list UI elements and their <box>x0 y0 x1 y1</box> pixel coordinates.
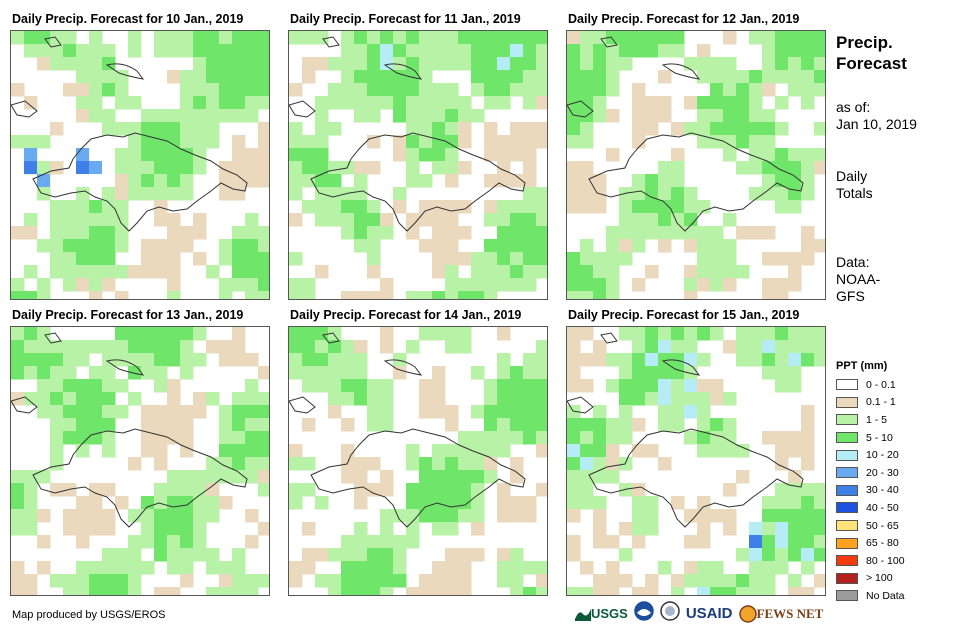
legend-label: 30 - 40 <box>866 484 899 497</box>
fewsnet-logo: FEWS NET <box>738 604 823 623</box>
panel-title-2: Daily Precip. Forecast for 11 Jan., 2019 <box>290 12 521 26</box>
legend-swatch <box>836 590 858 602</box>
legend-label: 0 - 0.1 <box>866 378 896 391</box>
legend-swatch <box>836 502 858 514</box>
legend-swatch <box>836 379 858 391</box>
coastline <box>310 428 526 528</box>
legend-item: 20 - 30 <box>836 464 905 482</box>
legend-swatch <box>836 414 858 426</box>
forecast-map-5 <box>288 326 548 596</box>
asof-block: as of: Jan 10, 2019 <box>836 99 917 132</box>
legend-label: 1 - 5 <box>866 413 888 426</box>
panel-title-1: Daily Precip. Forecast for 10 Jan., 2019 <box>12 12 244 26</box>
legend-swatch <box>836 572 858 584</box>
partner-logos: USGS USAID FEWS NET <box>575 601 823 626</box>
panel-title-6: Daily Precip. Forecast for 15 Jan., 2019 <box>568 308 800 322</box>
panel-title-3: Daily Precip. Forecast for 12 Jan., 2019 <box>568 12 800 26</box>
data-source-block: Data: NOAA- GFS <box>836 254 881 304</box>
legend-item: 80 - 100 <box>836 552 905 570</box>
totals-block: Daily Totals <box>836 168 873 201</box>
forecast-map-2 <box>288 30 548 300</box>
legend-label: > 100 <box>866 572 893 585</box>
precip-grid <box>289 31 547 299</box>
map-credit: Map produced by USGS/EROS <box>12 609 166 621</box>
dos-seal-logo <box>660 601 680 626</box>
legend-item: No Data <box>836 587 905 605</box>
legend-swatch <box>836 467 858 479</box>
legend-label: 10 - 20 <box>866 449 899 462</box>
legend-label: 5 - 10 <box>866 431 893 444</box>
legend-item: 0 - 0.1 <box>836 376 905 394</box>
legend-swatch <box>836 484 858 496</box>
legend-title: PPT (mm) <box>836 360 888 372</box>
coastline <box>588 428 804 528</box>
legend-label: 20 - 30 <box>866 466 899 479</box>
legend-swatch <box>836 555 858 567</box>
legend-swatch <box>836 396 858 408</box>
precip-grid <box>289 327 547 595</box>
coastline <box>310 132 526 232</box>
forecast-map-4 <box>10 326 270 596</box>
precip-grid <box>11 327 269 595</box>
panel-title-4: Daily Precip. Forecast for 13 Jan., 2019 <box>12 308 244 322</box>
noaa-logo <box>634 601 654 626</box>
legend-item: 10 - 20 <box>836 446 905 464</box>
forecast-map-3 <box>566 30 826 300</box>
usaid-logo: USAID <box>685 605 733 622</box>
legend-swatch <box>836 537 858 549</box>
legend-item: > 100 <box>836 570 905 588</box>
sidebar-title: Precip. Forecast <box>836 33 907 73</box>
legend-swatch <box>836 432 858 444</box>
legend-label: 65 - 80 <box>866 537 899 550</box>
ppt-legend: PPT (mm) 0 - 0.1 0.1 - 1 1 - 5 5 - 10 10 - 2… <box>836 360 905 605</box>
precip-grid <box>567 31 825 299</box>
forecast-map-1 <box>10 30 270 300</box>
coastline <box>32 132 248 232</box>
legend-item: 5 - 10 <box>836 429 905 447</box>
precip-grid <box>11 31 269 299</box>
coastline <box>588 132 804 232</box>
legend-swatch <box>836 449 858 461</box>
coastline <box>32 428 248 528</box>
legend-label: 0.1 - 1 <box>866 396 896 409</box>
legend-item: 40 - 50 <box>836 499 905 517</box>
panel-title-5: Daily Precip. Forecast for 14 Jan., 2019 <box>290 308 522 322</box>
legend-swatch <box>836 520 858 532</box>
legend-item: 0.1 - 1 <box>836 394 905 412</box>
legend-label: 50 - 65 <box>866 519 899 532</box>
legend-item: 50 - 65 <box>836 517 905 535</box>
legend-item: 1 - 5 <box>836 411 905 429</box>
precip-grid <box>567 327 825 595</box>
usgs-logo: USGS <box>575 606 628 621</box>
legend-item: 65 - 80 <box>836 534 905 552</box>
legend-label: No Data <box>866 589 905 602</box>
legend-label: 40 - 50 <box>866 501 899 514</box>
legend-label: 80 - 100 <box>866 554 905 567</box>
forecast-map-6 <box>566 326 826 596</box>
legend-item: 30 - 40 <box>836 482 905 500</box>
